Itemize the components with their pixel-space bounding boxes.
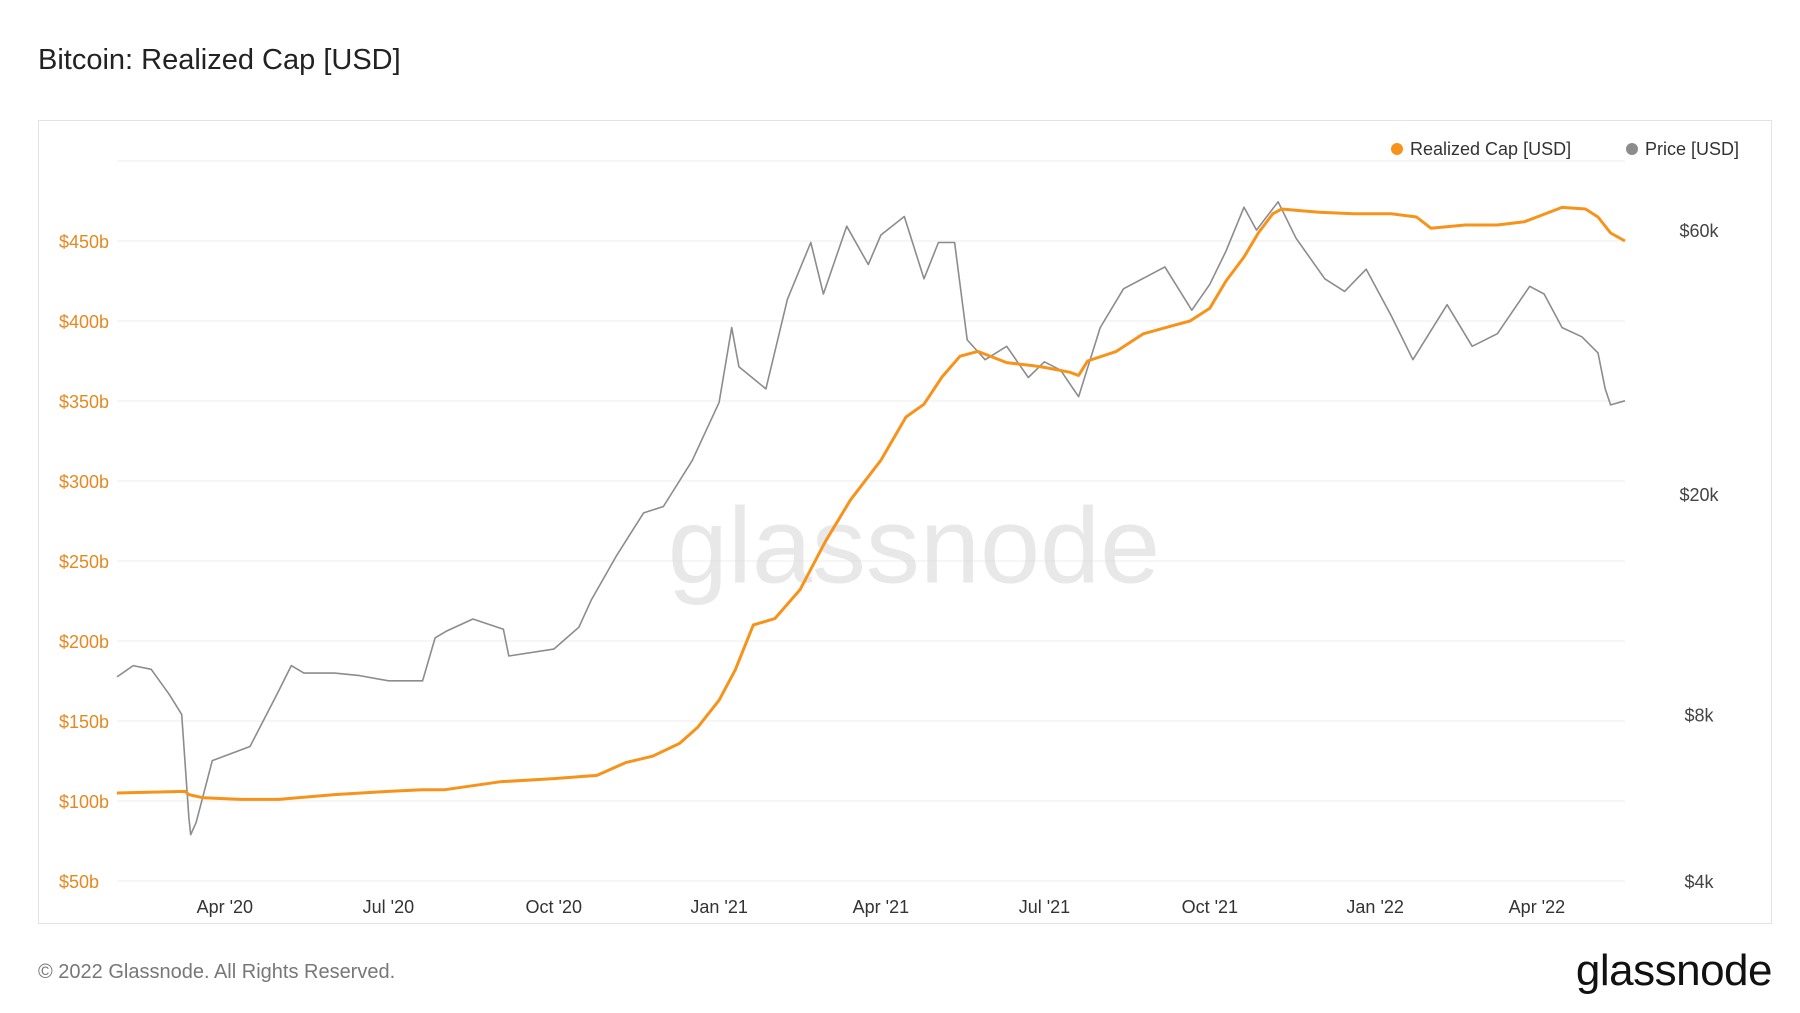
left-axis-tick-label: $350b (59, 392, 109, 412)
glassnode-logo[interactable]: glassnode (1575, 946, 1773, 995)
legend: Realized Cap [USD] Price [USD] (1391, 139, 1739, 159)
left-axis-tick-label: $150b (59, 712, 109, 732)
right-axis-tick-label: $20k (1679, 485, 1719, 505)
left-axis-tick-label: $50b (59, 872, 99, 892)
price-series-line (116, 201, 1626, 836)
legend-marker-realized-cap (1391, 143, 1403, 155)
x-axis-tick-label: Oct '20 (526, 897, 582, 917)
left-axis-tick-label: $250b (59, 552, 109, 572)
left-axis-tick-label: $400b (59, 312, 109, 332)
series-layer (116, 201, 1626, 836)
x-axis-tick-label: Jan '21 (690, 897, 747, 917)
x-axis-tick-label: Oct '21 (1182, 897, 1238, 917)
x-axis: Apr '20 Jul '20 Oct '20 Jan '21 Apr '21 Jul '… (197, 897, 1566, 917)
left-axis-tick-label: $450b (59, 232, 109, 252)
watermark-text: glassnode (668, 485, 1160, 606)
x-axis-tick-label: Apr '20 (197, 897, 253, 917)
right-axis-tick-label: $4k (1684, 872, 1714, 892)
legend-label-price: Price [USD] (1645, 139, 1739, 159)
left-axis-tick-label: $200b (59, 632, 109, 652)
page-title: Bitcoin: Realized Cap [USD] (38, 44, 401, 76)
chart-panel: glassnode $50b $100b $150b $200b $250b $300b $… (38, 120, 1772, 924)
right-axis: $4k $8k $20k $60k (1679, 221, 1719, 892)
realized-cap-series-line (116, 205, 1626, 801)
chart-svg: glassnode $50b$100b$150b$200b$250b$300b$… (59, 139, 1739, 917)
x-axis-tick-label: Jan '22 (1346, 897, 1403, 917)
left-axis-tick-label: $300b (59, 472, 109, 492)
legend-marker-price (1626, 143, 1638, 155)
x-axis-tick-label: Apr '22 (1509, 897, 1565, 917)
left-axis: $50b $100b $150b $200b $250b $300b $350b $400b $… (59, 232, 109, 892)
x-axis-tick-label: Jul '20 (363, 897, 414, 917)
legend-label-realized-cap: Realized Cap [USD] (1410, 139, 1571, 159)
footer-copyright: © 2022 Glassnode. All Rights Reserved. (38, 961, 396, 983)
left-axis-tick-label: $100b (59, 792, 109, 812)
x-axis-tick-label: Jul '21 (1019, 897, 1070, 917)
right-axis-tick-label: $8k (1684, 705, 1714, 725)
x-axis-tick-label: Apr '21 (853, 897, 909, 917)
gridlines (117, 160, 1625, 882)
right-axis-tick-label: $60k (1679, 221, 1719, 241)
